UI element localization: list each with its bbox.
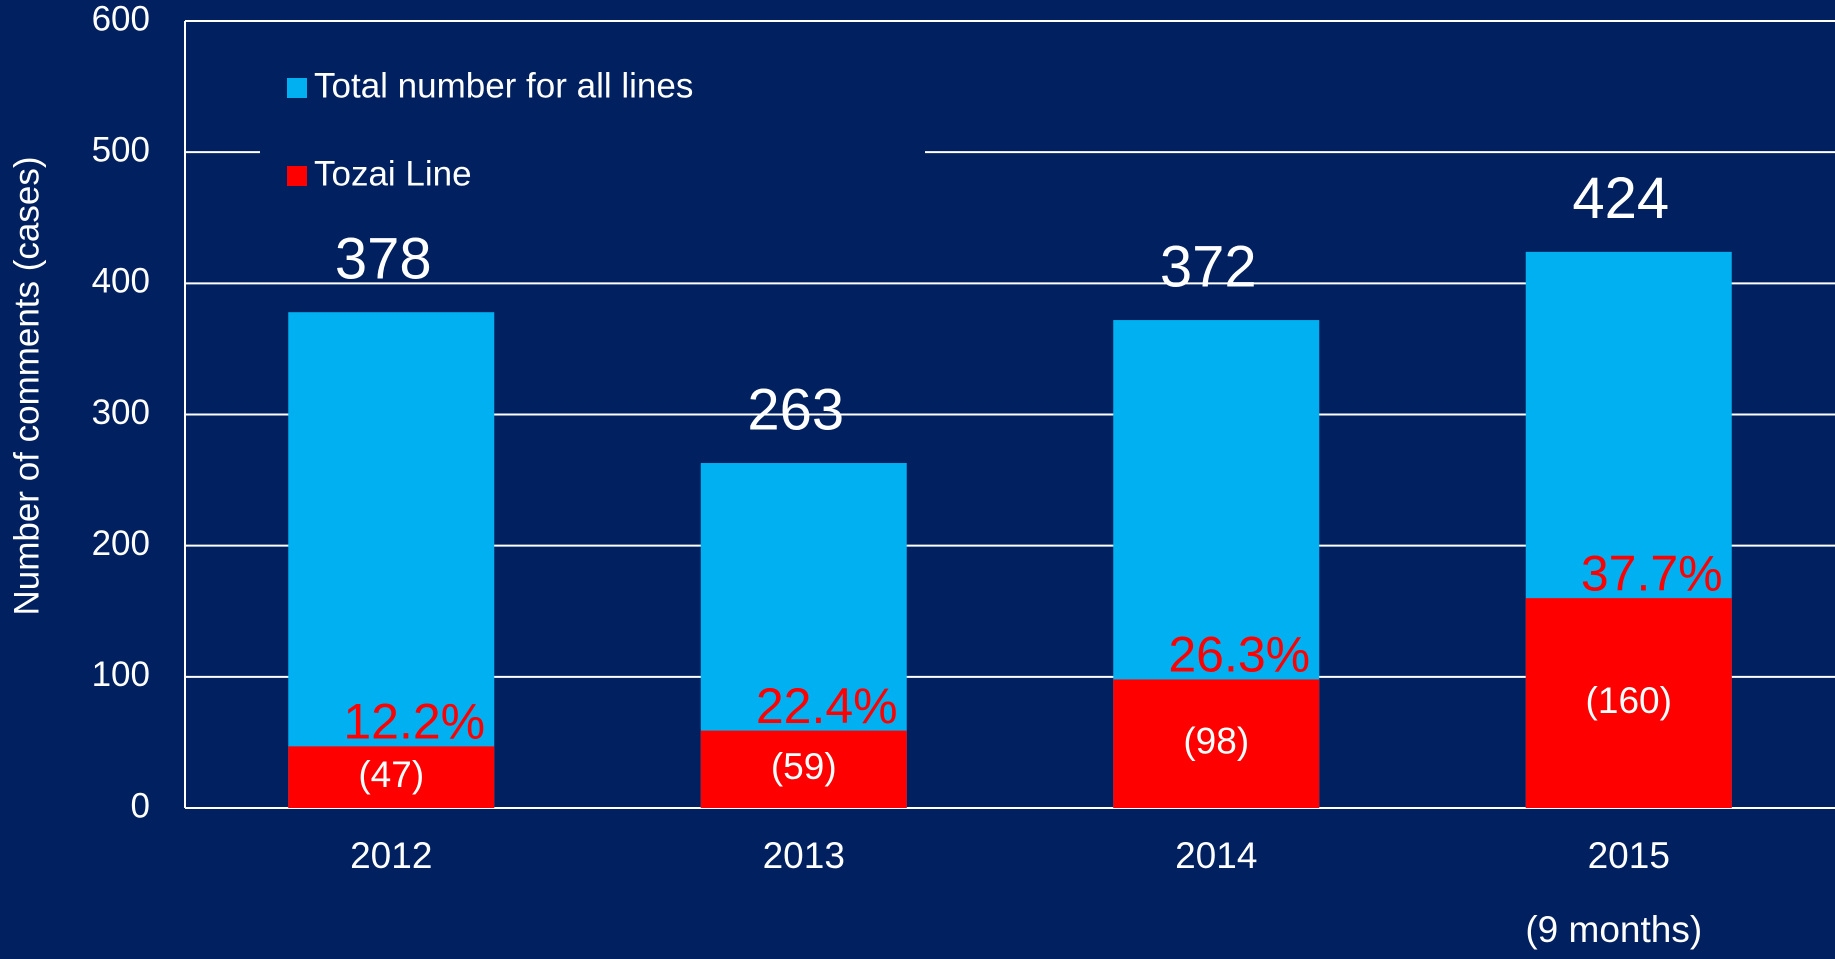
bar	[1113, 679, 1320, 808]
y-tick-label: 100	[92, 655, 150, 694]
total-label: 424	[1572, 166, 1669, 231]
y-tick-label: 300	[92, 393, 150, 432]
tozai-label: (160)	[1586, 680, 1672, 721]
share-label: 12.2%	[343, 694, 485, 750]
tozai-label: (47)	[358, 754, 424, 795]
y-axis-label: Number of comments (cases)	[7, 156, 46, 615]
x-note: (9 months)	[1525, 909, 1702, 950]
y-tick-label: 500	[92, 130, 150, 169]
x-tick-label: 2013	[763, 835, 845, 876]
legend-label: Total number for all lines	[314, 66, 693, 105]
y-tick-label: 0	[131, 786, 150, 825]
bar	[700, 730, 907, 808]
bar	[288, 746, 495, 808]
bar	[288, 312, 495, 808]
x-tick-label: 2014	[1175, 835, 1257, 876]
total-label: 378	[335, 227, 432, 292]
bar	[1525, 598, 1732, 808]
legend-swatch	[287, 166, 307, 186]
share-label: 22.4%	[756, 678, 898, 734]
legend-background	[260, 60, 925, 200]
tozai-label: (59)	[771, 746, 837, 787]
legend-label: Tozai Line	[314, 154, 472, 193]
y-tick-label: 400	[92, 262, 150, 301]
legend-swatch	[287, 78, 307, 98]
share-label: 26.3%	[1168, 627, 1310, 683]
share-label: 37.7%	[1581, 545, 1723, 601]
tozai-label: (98)	[1183, 721, 1249, 762]
x-tick-label: 2012	[350, 835, 432, 876]
y-tick-label: 600	[92, 0, 150, 38]
x-tick-label: 2015	[1588, 835, 1670, 876]
total-label: 263	[747, 377, 844, 442]
total-label: 372	[1160, 234, 1257, 299]
y-tick-label: 200	[92, 524, 150, 563]
